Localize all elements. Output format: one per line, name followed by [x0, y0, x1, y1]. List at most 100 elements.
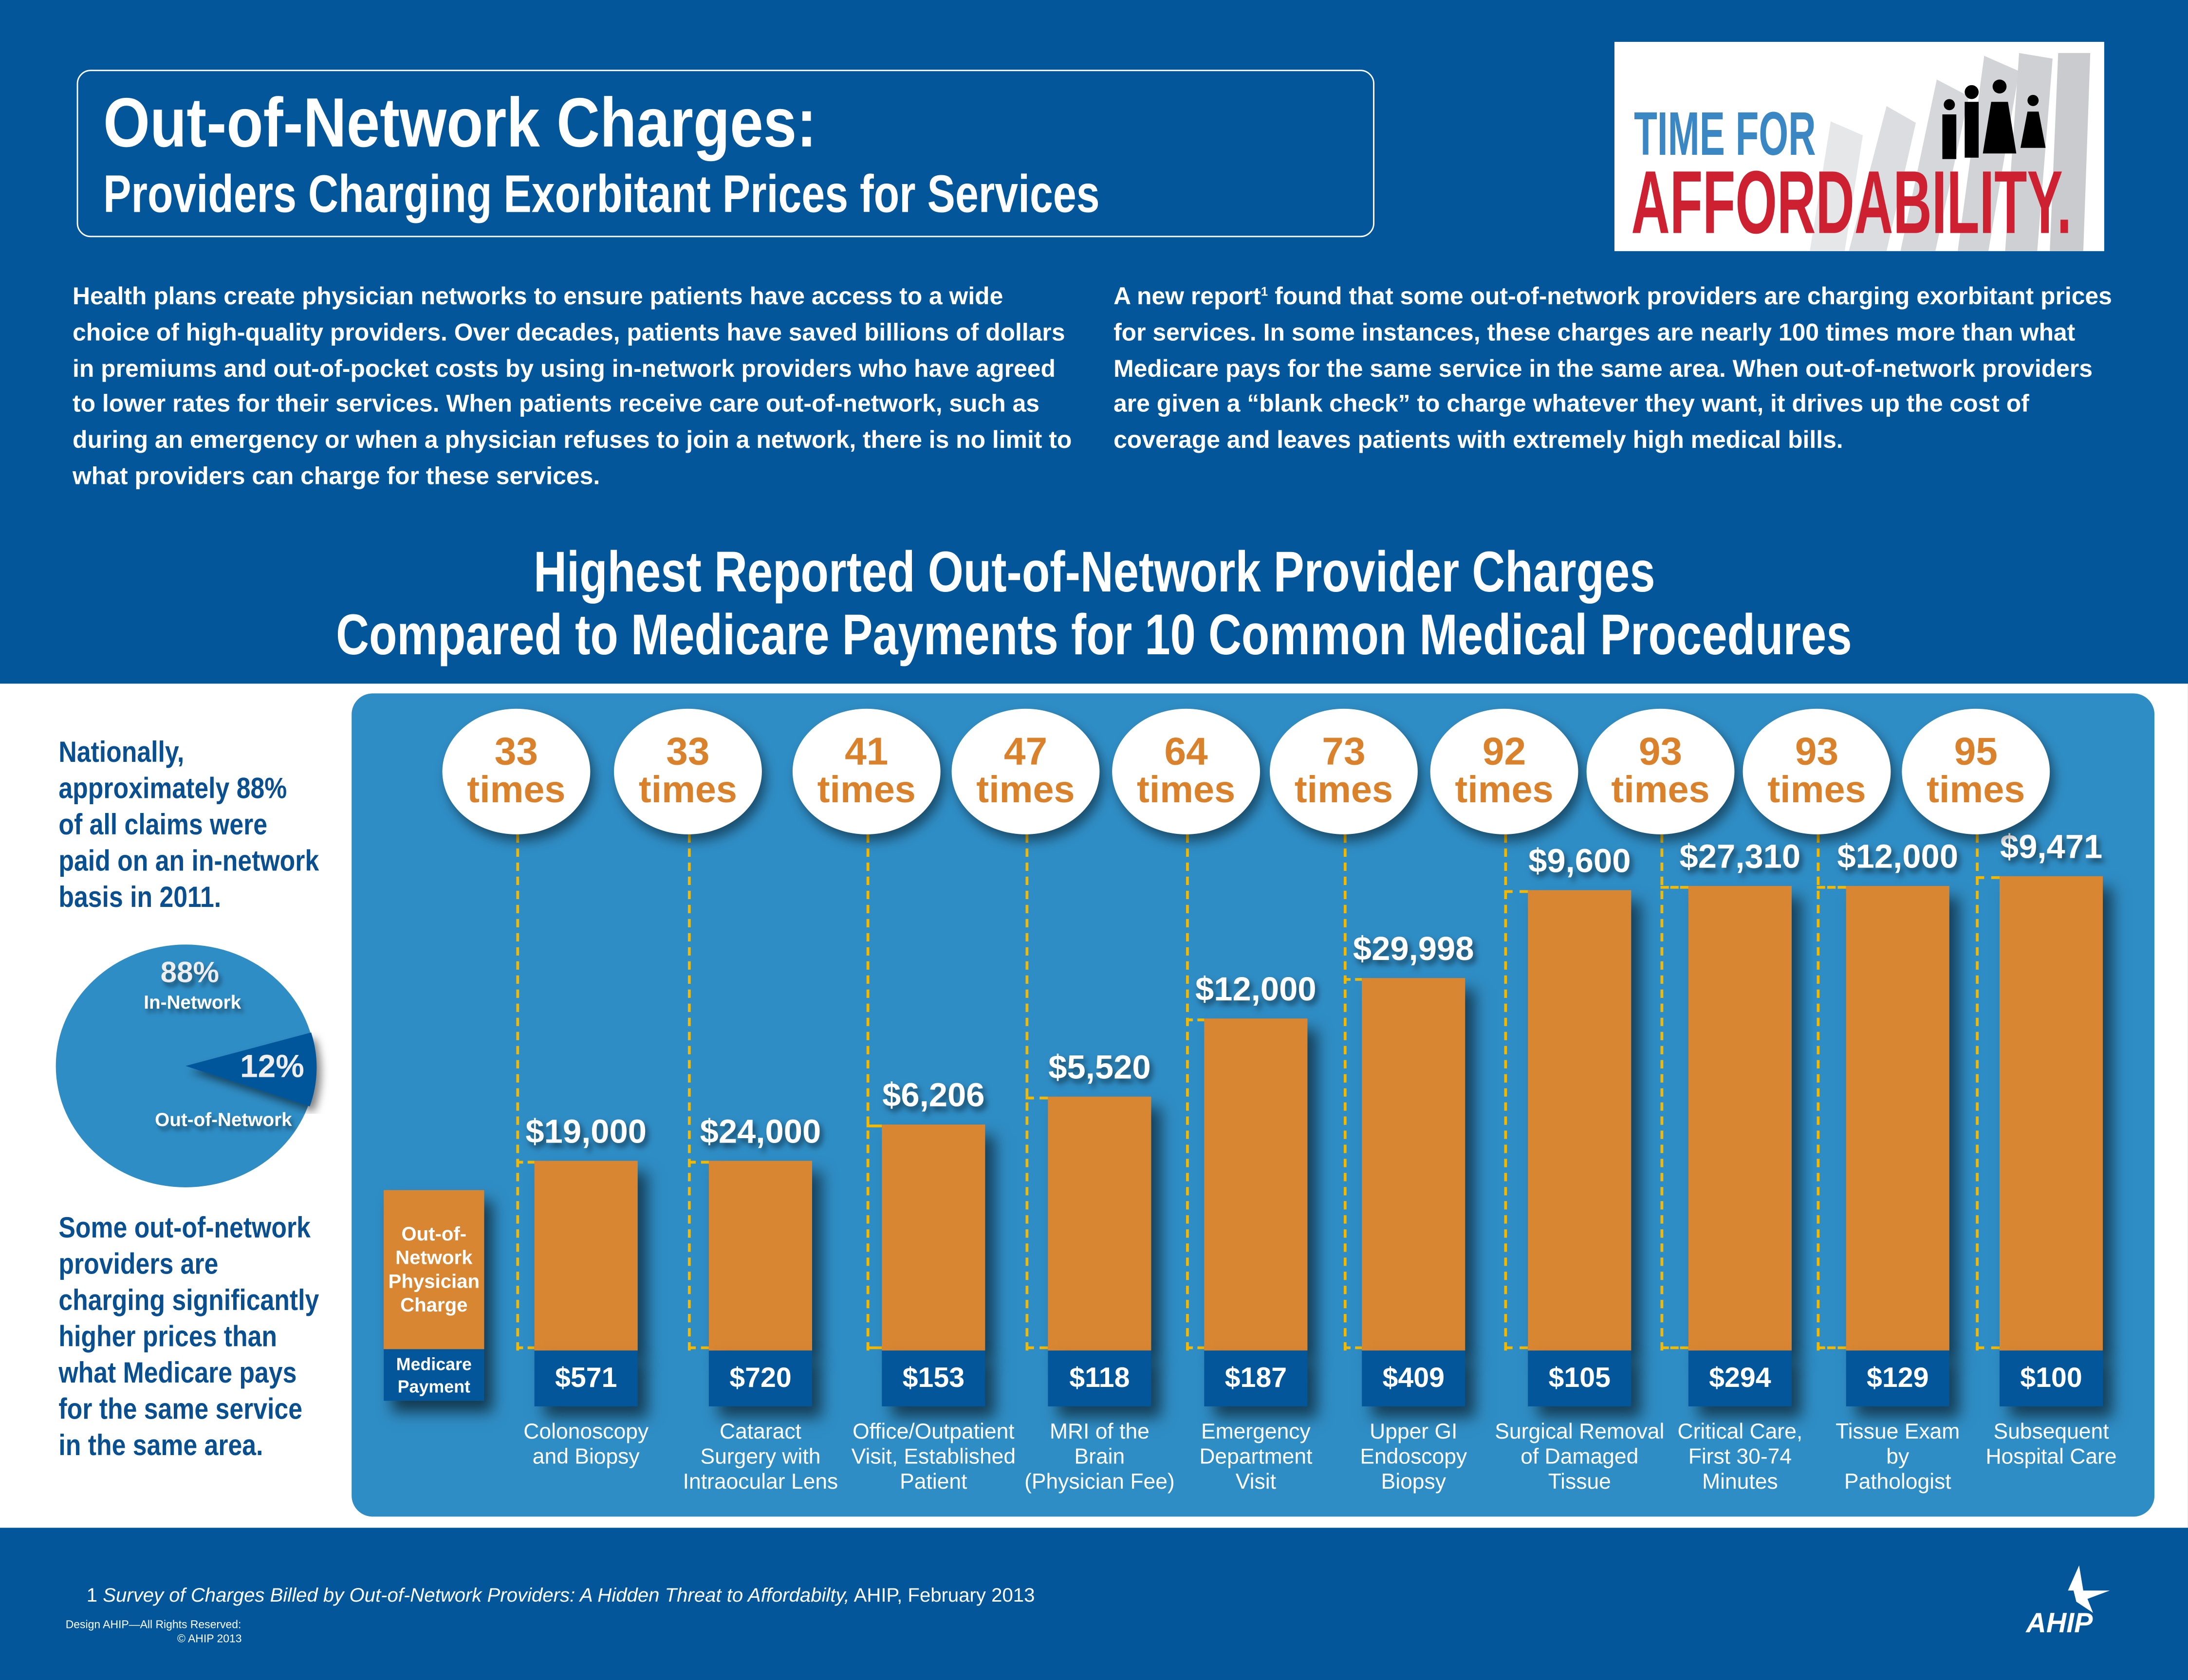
- connector-line: [1660, 886, 1688, 889]
- bar-charge: [1528, 890, 1632, 1351]
- connector-line: [1976, 1346, 2000, 1349]
- connector-line: [1504, 834, 1507, 1351]
- multiple-times: times: [467, 769, 566, 811]
- connector-line: [1817, 886, 1846, 889]
- multiple-times: times: [817, 769, 916, 811]
- connector-line: [516, 1346, 535, 1349]
- side-line: what Medicare pays: [58, 1357, 297, 1390]
- bar-medicare: $118: [1048, 1350, 1151, 1406]
- pie-in-pct: 88%: [160, 957, 220, 989]
- side-line: of all claims were: [58, 809, 268, 842]
- bar-charge: [1688, 886, 1792, 1351]
- category-label: Subsequent Hospital Care: [1985, 1420, 2117, 1469]
- ahip-logo-text: AHIP: [2026, 1608, 2093, 1640]
- time-for-affordability-logo: TIME FOR AFFORDABILITY.: [1614, 41, 2104, 251]
- connector-line: [866, 1346, 882, 1349]
- legend-medicare: Medicare Payment: [384, 1349, 484, 1401]
- multiple-value: 93: [1638, 729, 1683, 773]
- bar-medicare: $294: [1688, 1350, 1792, 1406]
- chart-title: Highest Reported Out-of-Network Provider…: [0, 541, 2188, 667]
- connector-line: [866, 1125, 882, 1128]
- logo-graphic: [1810, 53, 2091, 251]
- connector-line: [1976, 834, 1979, 1351]
- multiple-times: times: [976, 769, 1075, 811]
- connector-line: [1504, 1346, 1528, 1349]
- bar-value-label: $6,206: [882, 1077, 985, 1115]
- bar-medicare: $409: [1362, 1350, 1465, 1406]
- connector-line: [1976, 877, 2000, 880]
- bar-medicare: $153: [882, 1350, 985, 1406]
- footnote-ref: 1: [1261, 284, 1268, 299]
- logo-text-affordability: AFFORDABILITY.: [1631, 152, 2072, 251]
- side-line: higher prices than: [58, 1321, 278, 1354]
- bar-medicare: $100: [1999, 1350, 2103, 1406]
- connector-line: [1025, 834, 1029, 1351]
- connector-line: [687, 834, 691, 1351]
- credits: Design AHIP—All Rights Reserved: © AHIP …: [66, 1619, 242, 1646]
- category-label: Surgical Removal of Damaged Tissue: [1495, 1420, 1665, 1495]
- bar-value-label: $19,000: [525, 1114, 647, 1152]
- bar-value-label: $24,000: [700, 1114, 821, 1152]
- bar-charge: [534, 1161, 638, 1351]
- footnote: 1 Survey of Charges Billed by Out-of-Net…: [87, 1584, 1035, 1606]
- connector-line: [1504, 890, 1528, 894]
- pie-slice-out-of-network: [185, 1032, 317, 1107]
- connector-line: [1817, 1346, 1846, 1349]
- connector-line: [1186, 1019, 1205, 1022]
- bar-charge: [882, 1125, 985, 1351]
- side-line: basis in 2011.: [58, 882, 222, 914]
- multiple-bubble: 92 times: [1430, 708, 1578, 834]
- intro-right-text-cont: found that some out-of-network providers…: [1113, 281, 2112, 454]
- multiple-times: times: [1767, 769, 1866, 811]
- bar-charge: [1362, 978, 1465, 1351]
- category-label: Cataract Surgery with Intraocular Lens: [683, 1420, 838, 1495]
- multiple-value: 73: [1322, 729, 1366, 773]
- bar-value-label: $29,998: [1353, 930, 1474, 968]
- multiple-times: times: [1455, 769, 1554, 811]
- connector-line: [1025, 1097, 1048, 1100]
- category-label: Critical Care, First 30-74 Minutes: [1677, 1420, 1803, 1495]
- connector-line: [1343, 1346, 1362, 1349]
- connector-line: [1660, 1346, 1688, 1349]
- multiple-times: times: [1927, 769, 2025, 811]
- side-line: Nationally,: [58, 737, 185, 769]
- pie-slice-in-network: [56, 944, 315, 1187]
- connector-line: [516, 834, 519, 1351]
- multiple-value: 41: [845, 729, 889, 773]
- family-icon: [1942, 79, 2046, 159]
- bar-medicare: $187: [1204, 1350, 1308, 1406]
- design-credit: Design AHIP—All Rights Reserved:: [65, 1618, 241, 1631]
- multiple-bubble: 33 times: [442, 708, 591, 834]
- footnote-title: Survey of Charges Billed by Out-of-Netwo…: [103, 1583, 850, 1606]
- ahip-star-icon: [2026, 1565, 2110, 1613]
- connector-line: [1186, 834, 1189, 1351]
- logo-text-time-for: TIME FOR: [1634, 100, 1816, 169]
- footnote-number: 1: [86, 1583, 103, 1606]
- chart-legend: Out-of-Network Physician Charge Medicare…: [384, 1190, 484, 1401]
- page-title: Out-of-Network Charges:: [103, 83, 817, 162]
- side-line: in the same area.: [58, 1430, 263, 1462]
- bar-value-label: $5,520: [1048, 1050, 1151, 1088]
- pie-in-label: In-Network: [144, 992, 241, 1013]
- bar-medicare: $571: [534, 1350, 638, 1406]
- multiple-bubble: 64 times: [1112, 708, 1260, 834]
- multiple-value: 92: [1482, 729, 1526, 773]
- side-line: paid on an in-network: [58, 845, 319, 878]
- bar-charge: [1048, 1097, 1151, 1351]
- bar-charge: [1846, 886, 1949, 1351]
- connector-line: [1817, 834, 1820, 1351]
- side-text-top: Nationally, approximately 88% of all cla…: [58, 735, 319, 917]
- multiple-value: 64: [1164, 729, 1208, 773]
- connector-line: [866, 834, 870, 1351]
- connector-line: [516, 1161, 535, 1164]
- side-line: providers are: [58, 1249, 219, 1281]
- multiple-bubble: 93 times: [1586, 708, 1735, 834]
- multiple-bubble: 73 times: [1270, 708, 1418, 834]
- multiple-times: times: [1294, 769, 1393, 811]
- legend-charge: Out-of-Network Physician Charge: [384, 1190, 484, 1349]
- category-label: Colonoscopy and Biopsy: [523, 1420, 649, 1469]
- page-subtitle: Providers Charging Exorbitant Prices for…: [103, 166, 1100, 225]
- pie-chart: [56, 944, 317, 1187]
- intro-right: A new report1 found that some out-of-net…: [1113, 279, 2118, 459]
- bar-value-label: $9,600: [1528, 843, 1631, 881]
